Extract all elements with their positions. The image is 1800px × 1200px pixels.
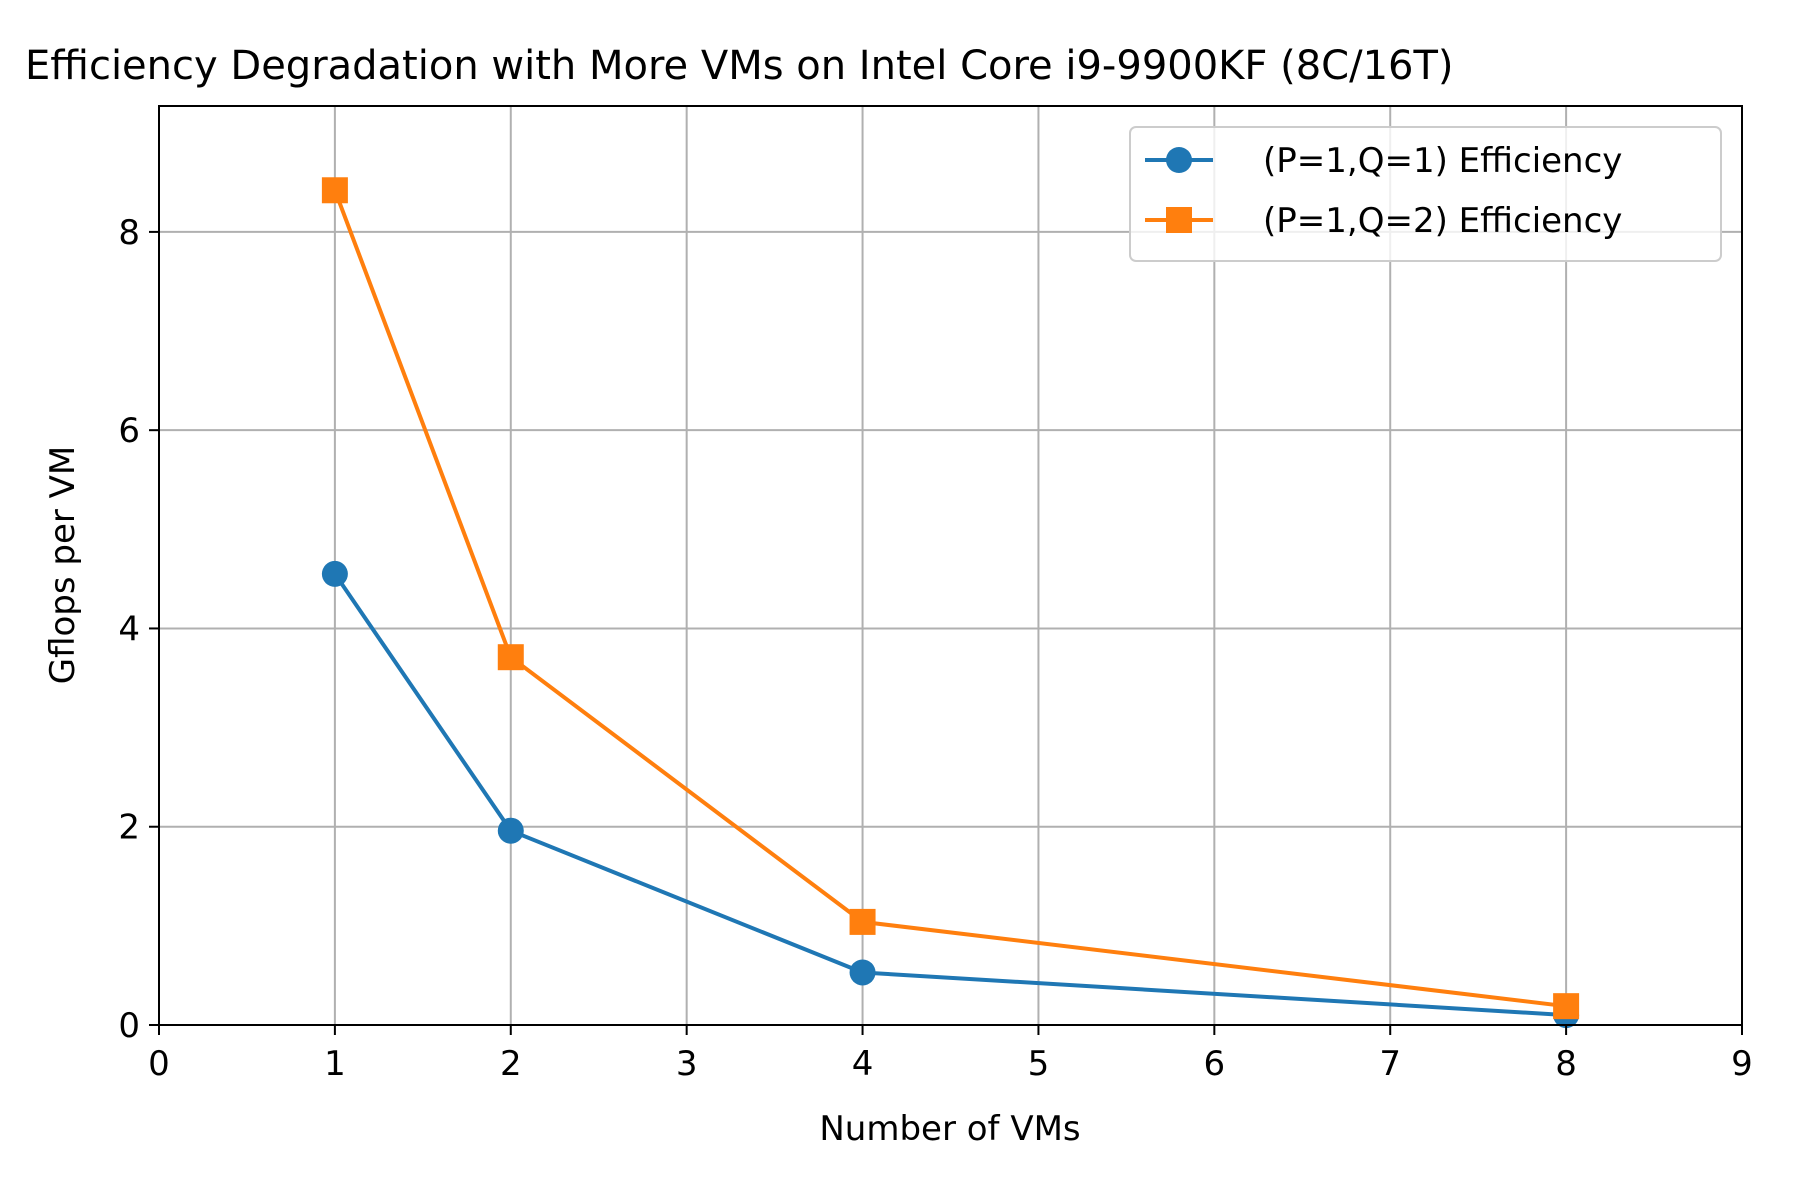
data-point [497,817,524,844]
x-tick-label: 8 [1555,1044,1577,1084]
legend: (P=1,Q=1) Efficiency (P=1,Q=2) Efficiency [1129,126,1722,262]
data-point [849,959,876,986]
legend-item: (P=1,Q=2) Efficiency [1145,201,1622,241]
x-tick-label: 6 [1204,1044,1226,1084]
y-tick-label: 0 [118,1006,140,1046]
legend-item: (P=1,Q=1) Efficiency [1145,141,1622,181]
x-tick-label: 3 [676,1044,698,1084]
x-tick-label: 7 [1379,1044,1401,1084]
x-tick-label: 0 [148,1044,170,1084]
x-tick-label: 4 [852,1044,874,1084]
x-axis-label: Number of VMs [819,1109,1080,1149]
x-tick-label: 9 [1731,1044,1753,1084]
data-point [321,560,348,587]
data-point [321,177,348,204]
x-tick-label: 5 [1028,1044,1050,1084]
series-layer [321,177,1580,1029]
plot-frame [158,105,1743,1026]
legend-box [1129,126,1722,262]
y-axis-label: Gflops per VM [43,446,83,685]
series-line [333,572,1567,1018]
legend-label: (P=1,Q=2) Efficiency [1263,201,1622,241]
x-tick-label: 1 [324,1044,346,1084]
y-tick-label: 8 [118,213,140,253]
data-point [497,644,524,671]
y-tick-label: 6 [118,411,140,451]
series-line [333,189,1567,1009]
series-2 [321,177,1580,1020]
axes: 0 1 2 3 4 5 6 7 8 9 0 2 4 6 8 [118,213,1752,1084]
x-tick-label: 2 [500,1044,522,1084]
legend-marker [1166,147,1192,173]
data-point [849,908,876,935]
data-point [1553,993,1580,1020]
chart-title: Efficiency Degradation with More VMs on … [25,43,1454,89]
y-tick-label: 4 [118,609,140,649]
y-tick-label: 2 [118,808,140,848]
legend-marker [1166,207,1192,233]
legend-label: (P=1,Q=1) Efficiency [1263,141,1622,181]
